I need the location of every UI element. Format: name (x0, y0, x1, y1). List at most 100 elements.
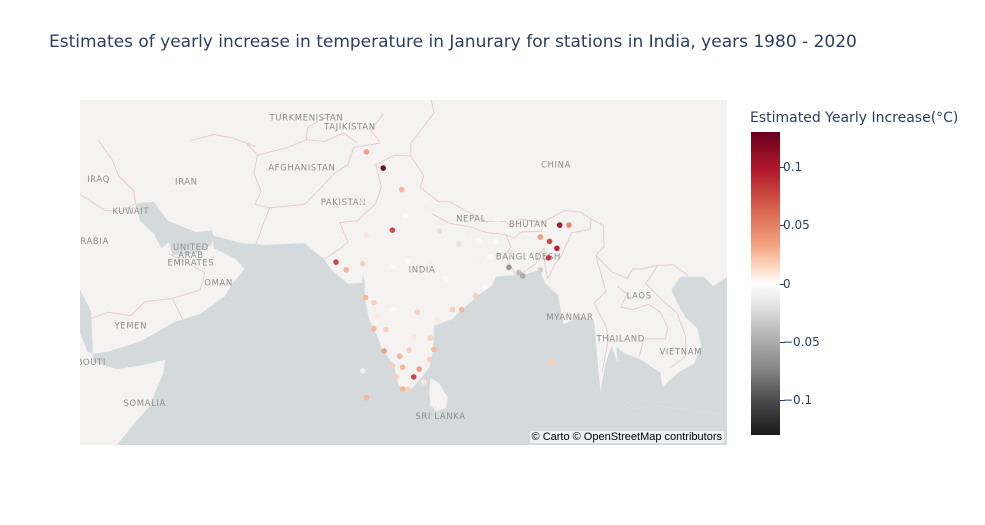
station-marker[interactable] (546, 238, 553, 245)
station-marker[interactable] (390, 306, 397, 313)
station-marker[interactable] (554, 245, 560, 252)
station-marker[interactable] (402, 212, 409, 219)
station-marker[interactable] (416, 366, 423, 372)
station-marker[interactable] (410, 334, 417, 340)
station-marker[interactable] (516, 269, 522, 276)
station-marker[interactable] (495, 217, 501, 223)
station-marker[interactable] (380, 165, 387, 171)
country-label: BHUTAN (509, 220, 548, 230)
station-marker[interactable] (397, 353, 403, 359)
station-marker[interactable] (427, 259, 434, 265)
station-marker[interactable] (333, 259, 339, 265)
station-marker[interactable] (421, 379, 427, 385)
colorbar-tick-label: 0.1 (783, 160, 803, 174)
station-marker[interactable] (410, 374, 417, 380)
iraq-saudi-border (80, 193, 136, 212)
station-marker[interactable] (458, 306, 465, 313)
station-marker[interactable] (507, 249, 514, 256)
station-marker[interactable] (465, 229, 472, 235)
map-attribution: © Carto © OpenStreetMap contributors (529, 431, 724, 443)
country-label: IRAN (175, 178, 198, 188)
persian-gulf (135, 201, 214, 256)
station-marker[interactable] (475, 238, 482, 245)
station-marker[interactable] (505, 226, 511, 233)
nepal-india-border (431, 213, 507, 236)
station-marker[interactable] (548, 359, 555, 366)
station-marker[interactable] (405, 386, 411, 392)
station-marker[interactable] (537, 267, 544, 273)
tajikistan-china-border (370, 113, 384, 144)
station-marker[interactable] (482, 284, 488, 290)
station-marker[interactable] (360, 261, 366, 267)
map-panel[interactable]: TURKMENISTAN TAJIKISTAN CHINA IRAQ IRAN AFGHA… (80, 100, 727, 445)
station-marker[interactable] (406, 347, 412, 353)
colorbar-title: Estimated Yearly Increase(°C) (750, 110, 959, 126)
station-marker[interactable] (566, 222, 572, 228)
station-marker[interactable] (363, 394, 370, 401)
station-marker[interactable] (363, 232, 370, 239)
country-label: MYANMAR (546, 313, 593, 323)
colorbar-tick-mark (780, 341, 785, 343)
station-marker[interactable] (360, 368, 366, 374)
yemen-saudi-border (87, 297, 173, 321)
station-marker[interactable] (399, 386, 406, 392)
colorbar-tick-mark (780, 283, 785, 285)
station-marker[interactable] (390, 263, 397, 270)
station-marker[interactable] (383, 326, 389, 333)
station-marker[interactable] (434, 317, 440, 323)
station-marker[interactable] (472, 293, 479, 299)
station-marker[interactable] (362, 294, 369, 301)
station-marker-layer[interactable] (333, 149, 572, 401)
station-marker[interactable] (404, 258, 411, 265)
station-marker[interactable] (381, 348, 387, 354)
station-marker[interactable] (537, 234, 544, 240)
station-marker[interactable] (389, 227, 396, 233)
bangladesh-border (504, 234, 549, 279)
station-marker[interactable] (374, 312, 381, 319)
station-marker[interactable] (359, 199, 365, 205)
station-marker[interactable] (363, 149, 370, 155)
station-marker[interactable] (456, 241, 462, 247)
station-marker[interactable] (506, 264, 512, 271)
iran-turkmenistan-border (190, 134, 256, 148)
country-label: CHINA (541, 160, 571, 170)
country-label: SOMALIA (123, 399, 166, 409)
station-marker[interactable] (431, 346, 437, 353)
station-marker[interactable] (436, 228, 443, 234)
station-marker[interactable] (389, 362, 396, 369)
station-marker[interactable] (545, 255, 552, 261)
station-marker[interactable] (398, 186, 405, 193)
station-marker[interactable] (487, 254, 494, 260)
station-marker[interactable] (399, 364, 406, 371)
station-marker[interactable] (524, 255, 531, 261)
station-marker[interactable] (519, 273, 526, 279)
country-label: KUWAIT (112, 207, 149, 217)
country-label: NEPAL (456, 215, 486, 225)
chart-title: Estimates of yearly increase in temperat… (49, 32, 857, 52)
station-marker[interactable] (371, 299, 377, 306)
station-marker[interactable] (393, 374, 399, 380)
station-marker[interactable] (423, 204, 430, 210)
station-marker[interactable] (420, 277, 426, 284)
station-marker[interactable] (556, 222, 563, 228)
myanmar-thailand-border (593, 255, 610, 372)
country-label: OMAN (204, 278, 233, 288)
colorbar-tick-label: 0 (783, 276, 791, 291)
station-marker[interactable] (443, 275, 449, 282)
station-marker[interactable] (426, 356, 433, 363)
station-marker[interactable] (427, 335, 434, 341)
station-marker[interactable] (371, 325, 377, 332)
colorbar-tick-mark (780, 225, 785, 227)
red-sea (80, 289, 93, 354)
station-marker[interactable] (477, 258, 484, 265)
sri-lanka-landmass (429, 377, 448, 412)
station-marker[interactable] (449, 306, 456, 313)
station-marker[interactable] (414, 309, 421, 315)
station-marker[interactable] (343, 267, 350, 273)
south-china-sea (616, 276, 727, 415)
country-label: ARAB (178, 251, 203, 261)
iraq-iran-border (98, 140, 136, 204)
station-marker[interactable] (493, 238, 499, 245)
country-label: TURKMENISTAN (269, 114, 344, 124)
